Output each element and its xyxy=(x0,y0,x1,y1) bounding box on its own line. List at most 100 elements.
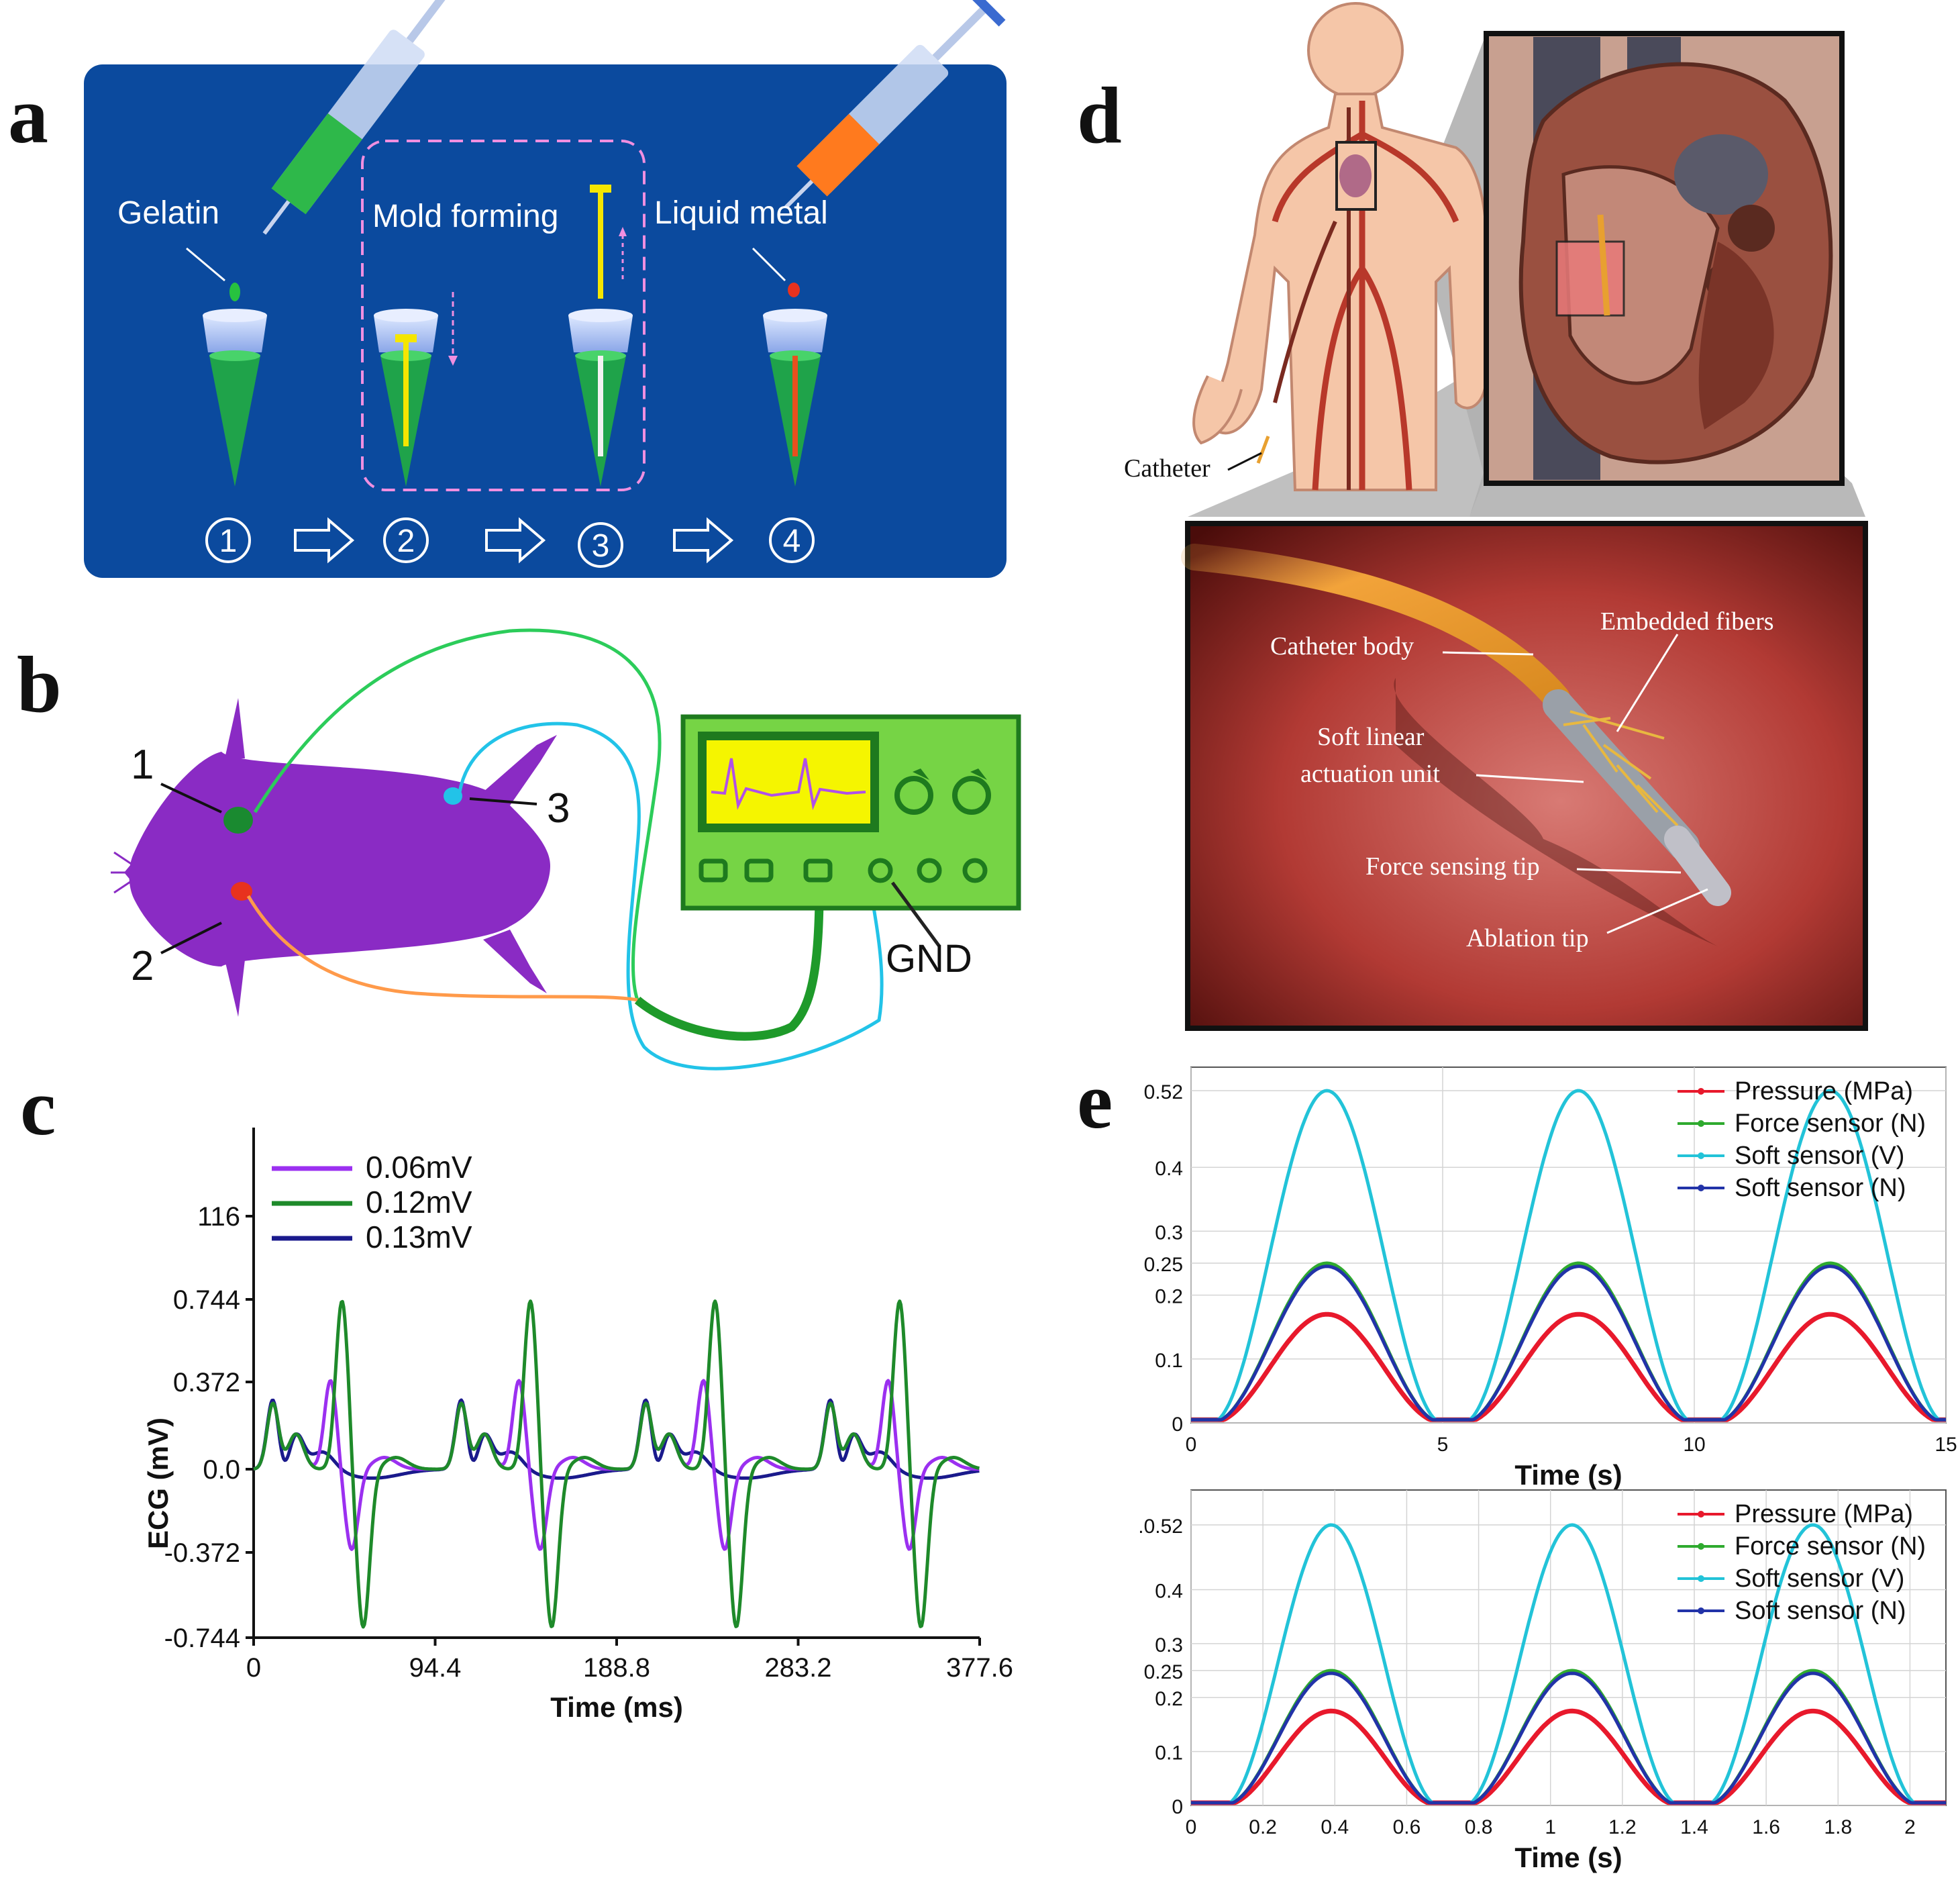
port-2 xyxy=(744,858,774,883)
x-tick-label: 5 xyxy=(1437,1434,1449,1456)
catheter-photo: Catheter body Embedded fibers Soft linea… xyxy=(1181,521,1868,1031)
chart-frame xyxy=(1190,1489,1947,1806)
ecg-monitor-device xyxy=(680,714,1021,911)
port-6 xyxy=(962,858,988,883)
electrode-1 xyxy=(223,807,253,834)
electrode-1-label: 1 xyxy=(131,742,154,788)
step-1-circle xyxy=(205,517,251,563)
ablation-tip-shape xyxy=(1664,826,1731,906)
legend-label: Soft sensor (V) xyxy=(1735,1565,1904,1593)
wire-blue xyxy=(458,722,884,1071)
panel-a-label: a xyxy=(8,70,48,160)
syringe-gelatin-icon xyxy=(262,0,462,235)
ecg-x-tick-label: 377.6 xyxy=(946,1653,1013,1683)
catheter-label: Catheter xyxy=(1124,454,1210,483)
y-tick-label: .0.52 xyxy=(1138,1516,1183,1538)
ecg-y-tick-label: 0.744 xyxy=(173,1285,240,1315)
mold-forming-label: Mold forming xyxy=(372,199,558,234)
embedded-fibers-arrow xyxy=(1616,634,1679,732)
step-2-circle xyxy=(383,517,429,563)
legend-marker xyxy=(1698,1607,1704,1614)
y-tick-label: 0 xyxy=(1172,1413,1183,1436)
liquid-metal-arrow xyxy=(752,247,786,282)
force-series-line xyxy=(1191,1669,1946,1805)
legend-label: Force sensor (N) xyxy=(1735,1109,1926,1138)
port-4 xyxy=(868,858,893,883)
x-tick-label: 0.8 xyxy=(1465,1816,1493,1838)
catheter-line xyxy=(1256,436,1270,464)
force-sensing-tip-arrow xyxy=(1576,868,1682,874)
x-tick-label: 10 xyxy=(1683,1434,1705,1456)
step-1-label: 1 xyxy=(219,524,238,559)
x-tick-label: 0.4 xyxy=(1321,1816,1349,1838)
electrode-2-arrow xyxy=(160,922,222,954)
human-body-icon xyxy=(1192,2,1488,491)
y-tick-label: 0.2 xyxy=(1155,1286,1183,1308)
ecg-legend-label: 0.13mV xyxy=(366,1220,472,1254)
force-series-line xyxy=(1191,1261,1946,1422)
liquid-metal-drop xyxy=(788,283,800,297)
force-series-line xyxy=(1190,1708,1947,1805)
legend-label: Force sensor (N) xyxy=(1735,1532,1926,1560)
step-3-label: 3 xyxy=(592,528,610,564)
knob-2-icon xyxy=(952,776,991,815)
x-tick-label: 2 xyxy=(1904,1816,1916,1838)
y-tick-label: 0.2 xyxy=(1155,1688,1183,1710)
port-3 xyxy=(803,858,833,883)
wire-main xyxy=(634,872,825,1041)
x-tick-label: 1.8 xyxy=(1824,1816,1852,1838)
step-sequence: 1 2 3 4 xyxy=(205,517,815,568)
ablation-tip-label: Ablation tip xyxy=(1466,924,1589,952)
gelatin-label: Gelatin xyxy=(117,195,219,231)
gelatin-arrow xyxy=(186,247,225,282)
x-tick-label: 15 xyxy=(1935,1434,1957,1456)
rat-icon xyxy=(111,698,557,1017)
legend-label: Soft sensor (N) xyxy=(1735,1174,1906,1202)
x-tick-label: 0.6 xyxy=(1393,1816,1421,1838)
force-chart-top: 0.52 0.4 0.3 0.25 0.2 0.1 00 5 10 15 Time (s) Press… xyxy=(1144,1066,1957,1491)
embedded-fibers-label: Embedded fibers xyxy=(1600,607,1774,636)
panel-a: a Gelatin xyxy=(8,0,1007,578)
electrode-3 xyxy=(444,787,462,805)
y-tick-label: 0.52 xyxy=(1144,1081,1183,1103)
y-tick-label: 0 xyxy=(1172,1796,1183,1818)
y-tick-label: 0.4 xyxy=(1155,1158,1183,1180)
x-tick-label: 1 xyxy=(1545,1816,1556,1838)
ecg-y-tick-label: 0.372 xyxy=(173,1368,240,1397)
step-arrow-3-icon xyxy=(673,517,734,564)
ecg-legend-label: 0.12mV xyxy=(366,1185,472,1220)
port-5 xyxy=(917,858,942,883)
force-series-line xyxy=(1191,1671,1946,1805)
panel-b-label: b xyxy=(17,640,62,729)
electrode-2 xyxy=(231,882,252,901)
y-tick-label: 0.3 xyxy=(1155,1634,1183,1656)
force-series-line xyxy=(1191,1523,1946,1805)
ecg-legend-label: 0.06mV xyxy=(366,1150,472,1185)
chart-frame xyxy=(1190,1066,1947,1424)
wire-orange xyxy=(246,895,638,1002)
catheter-actuation-unit xyxy=(1543,689,1700,861)
force-sensing-tip-label: Force sensing tip xyxy=(1365,852,1540,881)
panel-d-label: d xyxy=(1077,70,1122,160)
gnd-label: GND xyxy=(886,937,972,981)
y-tick-label: 0.3 xyxy=(1155,1222,1183,1244)
gnd-arrow xyxy=(890,881,941,948)
ecg-x-tick-label: 94.4 xyxy=(409,1653,462,1683)
x-axis-title: Time (s) xyxy=(1514,1842,1622,1873)
y-tick-label: 0.1 xyxy=(1155,1350,1183,1372)
vial-2 xyxy=(374,309,438,487)
catheter-body-arrow xyxy=(1442,651,1534,656)
step-4-label: 4 xyxy=(783,524,801,559)
step-3-circle xyxy=(578,522,623,568)
x-tick-label: 0 xyxy=(1186,1816,1197,1838)
x-tick-label: 0 xyxy=(1186,1434,1197,1456)
step-arrow-2-icon xyxy=(485,517,546,564)
soft-linear-label-2: actuation unit xyxy=(1300,760,1440,788)
ecg-x-tick-label: 283.2 xyxy=(764,1653,831,1683)
x-tick-label: 0.2 xyxy=(1249,1816,1277,1838)
ecg-y-tick-label: -0.372 xyxy=(164,1538,240,1568)
electrode-3-label: 3 xyxy=(547,785,570,832)
legend-marker xyxy=(1698,1575,1704,1582)
vial-1 xyxy=(203,309,267,487)
